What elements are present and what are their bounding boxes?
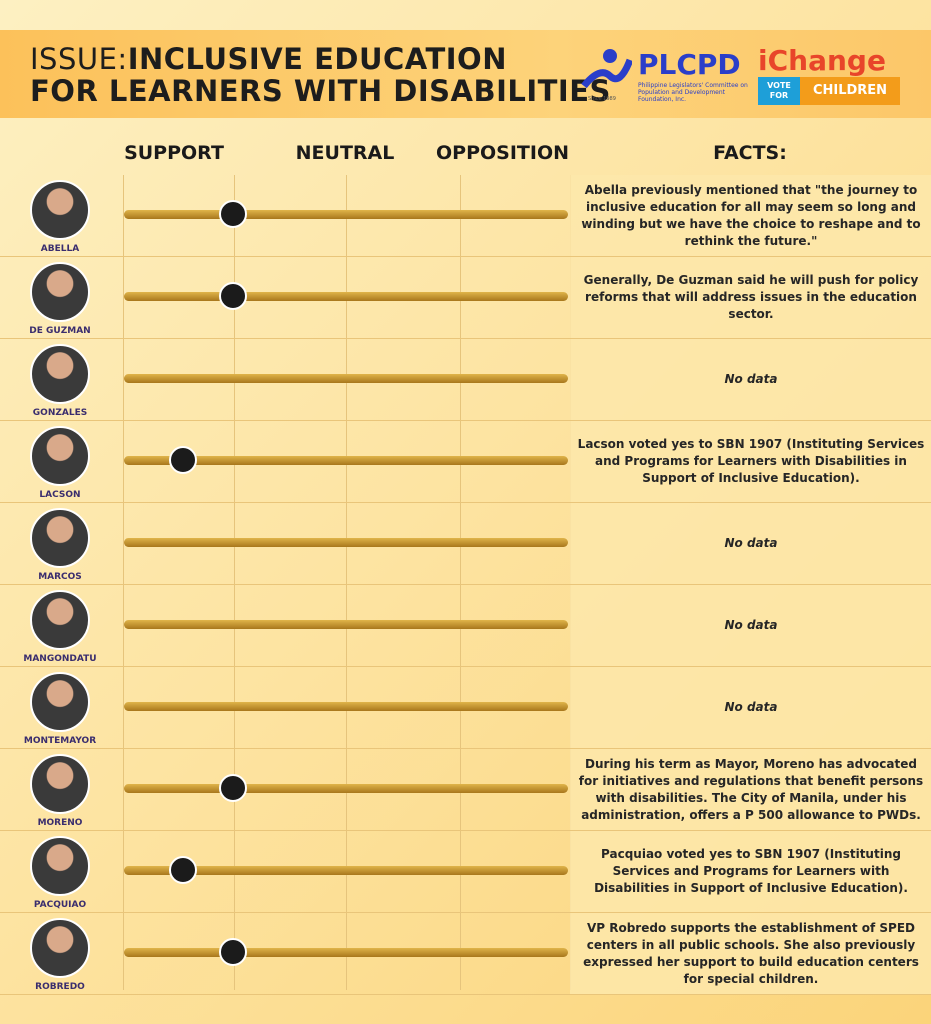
column-divider xyxy=(234,175,235,990)
fact-text: During his term as Mayor, Moreno has adv… xyxy=(578,756,924,822)
slider-track xyxy=(124,784,568,793)
candidate-name: PACQUIAO xyxy=(33,900,87,910)
fact-background xyxy=(570,585,931,666)
vote-for: VOTE FOR xyxy=(758,77,800,105)
row xyxy=(0,421,931,503)
candidate-name: ROBREDO xyxy=(35,982,85,992)
candidate-name: MARCOS xyxy=(38,572,82,582)
photo xyxy=(30,754,90,814)
column-divider xyxy=(460,175,461,990)
slider-knob xyxy=(219,938,247,966)
plcpd-logo: PLCPD xyxy=(638,48,741,81)
title-line1: ISSUE:INCLUSIVE EDUCATION xyxy=(30,42,507,76)
candidate-name: DE GUZMAN xyxy=(29,326,91,336)
ichange-logo: iChange xyxy=(758,44,886,77)
photo xyxy=(30,262,90,322)
row xyxy=(0,913,931,995)
column-divider xyxy=(346,175,347,990)
slider-track xyxy=(124,948,568,957)
slider-track xyxy=(124,292,568,301)
fact-text: Abella previously mentioned that "the jo… xyxy=(581,182,921,248)
fact-background xyxy=(570,667,931,748)
photo xyxy=(30,918,90,978)
fact-background xyxy=(570,831,931,912)
plcpd-icon xyxy=(581,49,632,89)
photo xyxy=(30,344,90,404)
plcpd-fullname: Philippine Legislators' Committee on Pop… xyxy=(638,82,748,103)
row xyxy=(0,175,931,257)
slider-track xyxy=(124,538,568,547)
slider-track xyxy=(124,866,568,875)
fact-text: No data xyxy=(724,700,778,714)
title-text: INCLUSIVE EDUCATION xyxy=(127,42,507,76)
fact-background xyxy=(570,503,931,584)
fact-background xyxy=(570,913,931,994)
slider-track xyxy=(124,702,568,711)
photo xyxy=(30,836,90,896)
fact-background xyxy=(570,749,931,830)
fact-text: No data xyxy=(724,372,778,386)
column-divider xyxy=(123,175,124,990)
slider-track xyxy=(124,620,568,629)
candidate-name: ABELLA xyxy=(40,244,80,254)
fact-background xyxy=(570,421,931,502)
fact-background xyxy=(570,257,931,338)
candidate-name: GONZALES xyxy=(32,408,88,418)
fact-text: No data xyxy=(724,618,778,632)
slider-knob xyxy=(169,856,197,884)
candidate-name: MORENO xyxy=(37,818,83,828)
slider-track xyxy=(124,210,568,219)
photo xyxy=(30,426,90,486)
candidate-name: MANGONDATU xyxy=(23,654,97,664)
fact-text: No data xyxy=(724,536,778,550)
row xyxy=(0,339,931,421)
children-label: CHILDREN xyxy=(800,77,900,105)
fact-background xyxy=(570,339,931,420)
row xyxy=(0,831,931,913)
photo xyxy=(30,508,90,568)
slider-knob xyxy=(219,774,247,802)
row xyxy=(0,585,931,667)
row xyxy=(0,503,931,585)
slider-knob xyxy=(219,200,247,228)
title-line2: FOR LEARNERS WITH DISABILITIES xyxy=(30,74,611,108)
candidate-name: LACSON xyxy=(39,490,81,500)
fact-background xyxy=(570,175,931,256)
fact-text: Lacson voted yes to SBN 1907 (Institutin… xyxy=(577,437,925,485)
column-header: NEUTRAL xyxy=(295,142,395,164)
slider-knob xyxy=(169,446,197,474)
photo xyxy=(30,180,90,240)
slider-track xyxy=(124,374,568,383)
column-header: FACTS: xyxy=(713,142,787,164)
row xyxy=(0,667,931,749)
plcpd-since: Since 1989 xyxy=(588,96,616,102)
column-header: OPPOSITION xyxy=(436,142,569,164)
issue-label: ISSUE: xyxy=(30,42,128,76)
row xyxy=(0,749,931,831)
fact-text: Generally, De Guzman said he will push f… xyxy=(583,273,919,321)
candidate-name: MONTEMAYOR xyxy=(23,736,97,746)
fact-text: Pacquiao voted yes to SBN 1907 (Institut… xyxy=(594,847,908,895)
slider-track xyxy=(124,456,568,465)
column-header: SUPPORT xyxy=(124,142,224,164)
row xyxy=(0,257,931,339)
photo xyxy=(30,672,90,732)
fact-text: VP Robredo supports the establishment of… xyxy=(583,920,919,986)
slider-knob xyxy=(219,282,247,310)
photo xyxy=(30,590,90,650)
